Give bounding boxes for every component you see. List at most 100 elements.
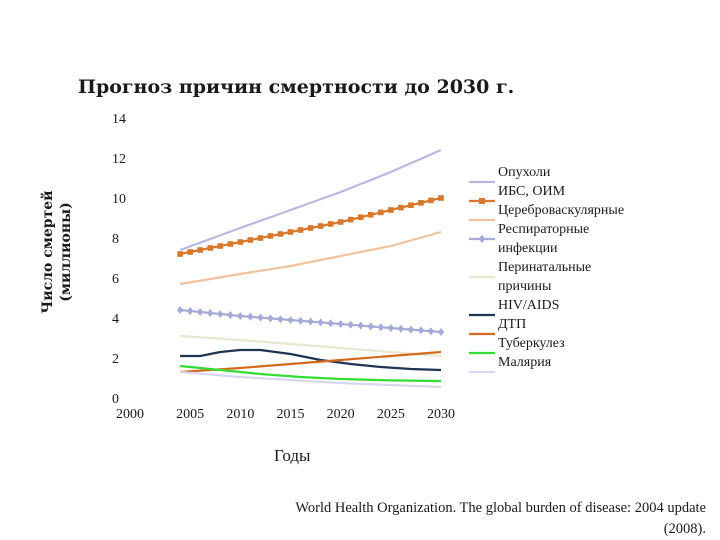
legend-label: ДТП bbox=[498, 317, 527, 332]
series-marker bbox=[387, 324, 395, 332]
y-tick-label: 0 bbox=[112, 392, 119, 407]
series-marker bbox=[388, 207, 394, 213]
series-marker bbox=[337, 219, 344, 225]
y-axis-title-line1: Число смертей bbox=[39, 190, 56, 313]
x-axis: 2000 2005 2010 2015 2020 2025 2030 bbox=[116, 407, 455, 422]
series-marker bbox=[438, 195, 444, 201]
legend-swatch bbox=[469, 180, 495, 184]
legend-swatch bbox=[469, 351, 495, 355]
x-tick-label: 2015 bbox=[277, 407, 305, 422]
y-tick-label: 10 bbox=[112, 192, 126, 207]
series-marker bbox=[217, 243, 224, 249]
series-marker bbox=[257, 235, 264, 241]
legend-label: Респираторные bbox=[498, 222, 590, 237]
legend-swatch bbox=[469, 313, 495, 317]
series-marker bbox=[197, 308, 204, 316]
x-axis-title: Годы bbox=[274, 446, 311, 465]
x-tick-label: 2005 bbox=[176, 407, 204, 422]
legend-swatch bbox=[469, 218, 495, 222]
series-marker bbox=[428, 197, 434, 204]
legend-swatch bbox=[469, 332, 495, 336]
series-marker bbox=[417, 326, 425, 335]
series-marker bbox=[427, 327, 435, 336]
series-marker bbox=[407, 325, 415, 334]
series-marker bbox=[357, 214, 364, 220]
series-marker bbox=[227, 311, 234, 319]
legend-label: HIV/AIDS bbox=[498, 298, 560, 313]
legend-label: Цереброваскулярные bbox=[498, 203, 625, 218]
legend-swatch bbox=[469, 370, 495, 374]
plot-area bbox=[176, 148, 445, 389]
series-marker bbox=[408, 202, 414, 208]
y-tick-label: 12 bbox=[112, 152, 126, 167]
series-marker bbox=[377, 323, 384, 332]
y-tick-label: 14 bbox=[112, 112, 126, 127]
series-marker bbox=[397, 324, 405, 333]
series-marker bbox=[247, 312, 254, 321]
source-line-1: World Health Organization. The global bu… bbox=[295, 500, 706, 516]
legend-label: Перинатальные bbox=[498, 260, 592, 275]
series-marker bbox=[287, 316, 294, 324]
series-marker bbox=[197, 247, 203, 253]
y-axis: 14 12 10 8 6 4 2 0 bbox=[112, 112, 126, 407]
series-line bbox=[180, 370, 442, 389]
x-tick-label: 2025 bbox=[377, 407, 405, 422]
series-marker bbox=[327, 319, 334, 328]
series-marker bbox=[176, 306, 184, 314]
x-tick-label: 2000 bbox=[116, 407, 144, 422]
series-marker bbox=[357, 321, 364, 330]
series-marker bbox=[367, 212, 374, 218]
legend-label: ИБС, ОИМ bbox=[498, 184, 566, 199]
series-marker bbox=[207, 245, 214, 251]
series-marker bbox=[367, 322, 374, 331]
x-tick-label: 2030 bbox=[427, 407, 455, 422]
series-marker bbox=[327, 221, 334, 227]
series-marker bbox=[217, 310, 224, 318]
legend-swatch bbox=[469, 275, 495, 279]
series-line bbox=[180, 350, 442, 374]
series-marker bbox=[287, 229, 294, 235]
series-line bbox=[179, 364, 442, 383]
series-marker bbox=[437, 328, 445, 336]
series-marker bbox=[398, 204, 404, 211]
series-line bbox=[180, 334, 442, 358]
source-line-2: (2008). bbox=[663, 521, 706, 537]
legend-label: причины bbox=[498, 279, 552, 294]
series-marker bbox=[307, 225, 314, 231]
y-tick-label: 2 bbox=[112, 352, 119, 367]
series-marker bbox=[247, 237, 254, 243]
legend-swatch bbox=[469, 235, 495, 243]
series-marker bbox=[267, 314, 274, 323]
series-marker bbox=[177, 251, 183, 257]
series-line bbox=[179, 148, 442, 252]
series-marker bbox=[207, 309, 214, 317]
y-tick-label: 4 bbox=[112, 312, 119, 327]
series-marker bbox=[317, 223, 324, 229]
series-marker bbox=[378, 209, 384, 216]
series-marker bbox=[187, 249, 193, 255]
series-marker bbox=[317, 318, 324, 327]
series-marker bbox=[277, 315, 284, 324]
series-marker bbox=[347, 216, 354, 223]
legend-label: Малярия bbox=[498, 355, 552, 370]
series-marker bbox=[337, 320, 344, 328]
series-marker bbox=[297, 227, 304, 233]
legend-label: Опухоли bbox=[498, 165, 551, 180]
legend-swatch bbox=[469, 198, 495, 204]
series-marker bbox=[186, 307, 194, 315]
series-line bbox=[180, 348, 442, 372]
legend-label: Туберкулез bbox=[498, 336, 565, 351]
series-marker bbox=[307, 317, 314, 326]
series-marker bbox=[237, 239, 244, 245]
series-marker bbox=[297, 316, 304, 325]
series-marker bbox=[257, 313, 264, 322]
series-marker bbox=[227, 241, 234, 247]
chart-title: Прогноз причин смертности до 2030 г. bbox=[78, 76, 515, 98]
y-axis-title-line2: (миллионы) bbox=[58, 202, 74, 302]
y-tick-label: 8 bbox=[112, 232, 119, 247]
x-tick-label: 2020 bbox=[327, 407, 355, 422]
x-tick-label: 2010 bbox=[226, 407, 254, 422]
series-marker bbox=[418, 200, 424, 206]
source-citation: World Health Organization. The global bu… bbox=[146, 498, 706, 540]
